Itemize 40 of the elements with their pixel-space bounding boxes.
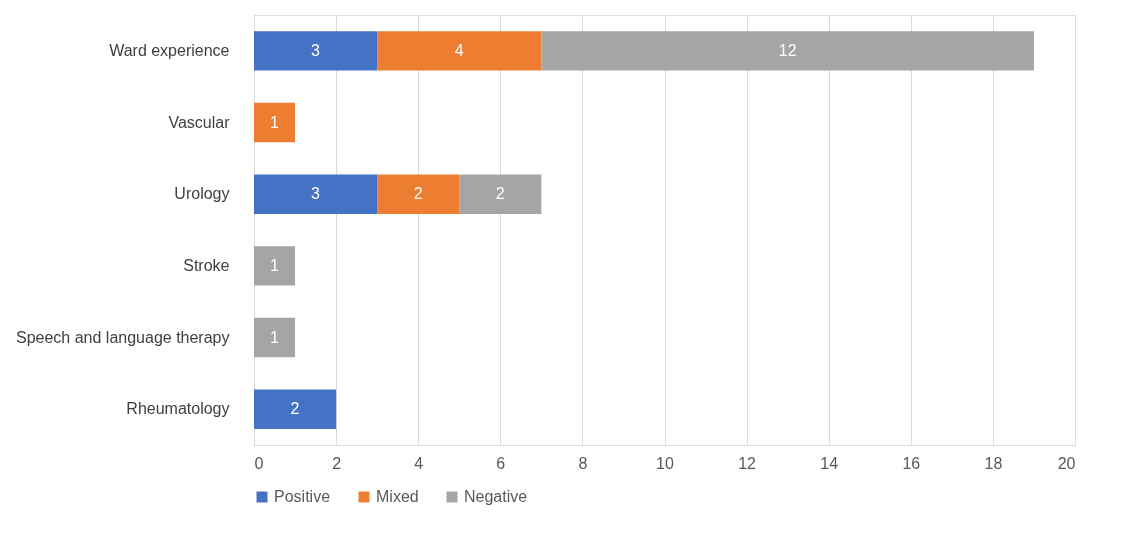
- y-tick-label: Rheumatology: [126, 400, 230, 418]
- data-label: 2: [413, 185, 423, 203]
- x-tick-label: 14: [820, 454, 839, 472]
- x-tick-label: 10: [656, 454, 674, 472]
- legend-label: Negative: [464, 488, 528, 505]
- bar: [377, 174, 460, 214]
- data-label: 2: [290, 400, 300, 418]
- bar: [254, 31, 378, 71]
- data-label: 2: [495, 185, 505, 203]
- x-tick-label: 18: [984, 454, 1003, 472]
- y-tick-label: Vascular: [168, 113, 231, 131]
- legend-label: Mixed: [376, 488, 419, 505]
- y-tick-label: Urology: [174, 185, 230, 203]
- x-tick-label: 2: [332, 454, 342, 472]
- x-tick-label: 16: [902, 454, 921, 472]
- bar: [254, 389, 337, 429]
- x-tick-label: 0: [254, 454, 264, 472]
- bar: [541, 31, 1034, 71]
- data-label: 3: [311, 41, 321, 59]
- x-tick-label: 8: [578, 454, 588, 472]
- data-label: 3: [311, 185, 321, 203]
- x-tick-label: 4: [414, 454, 424, 472]
- data-label: 1: [270, 113, 280, 131]
- bar: [254, 246, 296, 286]
- data-label: 12: [778, 41, 797, 59]
- bar: [254, 102, 296, 143]
- y-tick-label: Stroke: [183, 256, 230, 274]
- data-label: 4: [454, 41, 464, 59]
- y-tick-label: Speech and language therapy: [15, 328, 230, 346]
- y-tick-label: Ward experience: [109, 41, 230, 59]
- x-tick-label: 12: [738, 454, 757, 472]
- bar: [254, 317, 296, 358]
- bar: [377, 31, 542, 71]
- x-tick-label: 6: [496, 454, 506, 472]
- legend-label: Positive: [274, 488, 331, 505]
- data-label: 1: [270, 328, 280, 346]
- x-tick-label: 20: [1057, 454, 1076, 472]
- data-label: 1: [270, 256, 280, 274]
- bar: [459, 174, 542, 214]
- bar: [254, 174, 378, 214]
